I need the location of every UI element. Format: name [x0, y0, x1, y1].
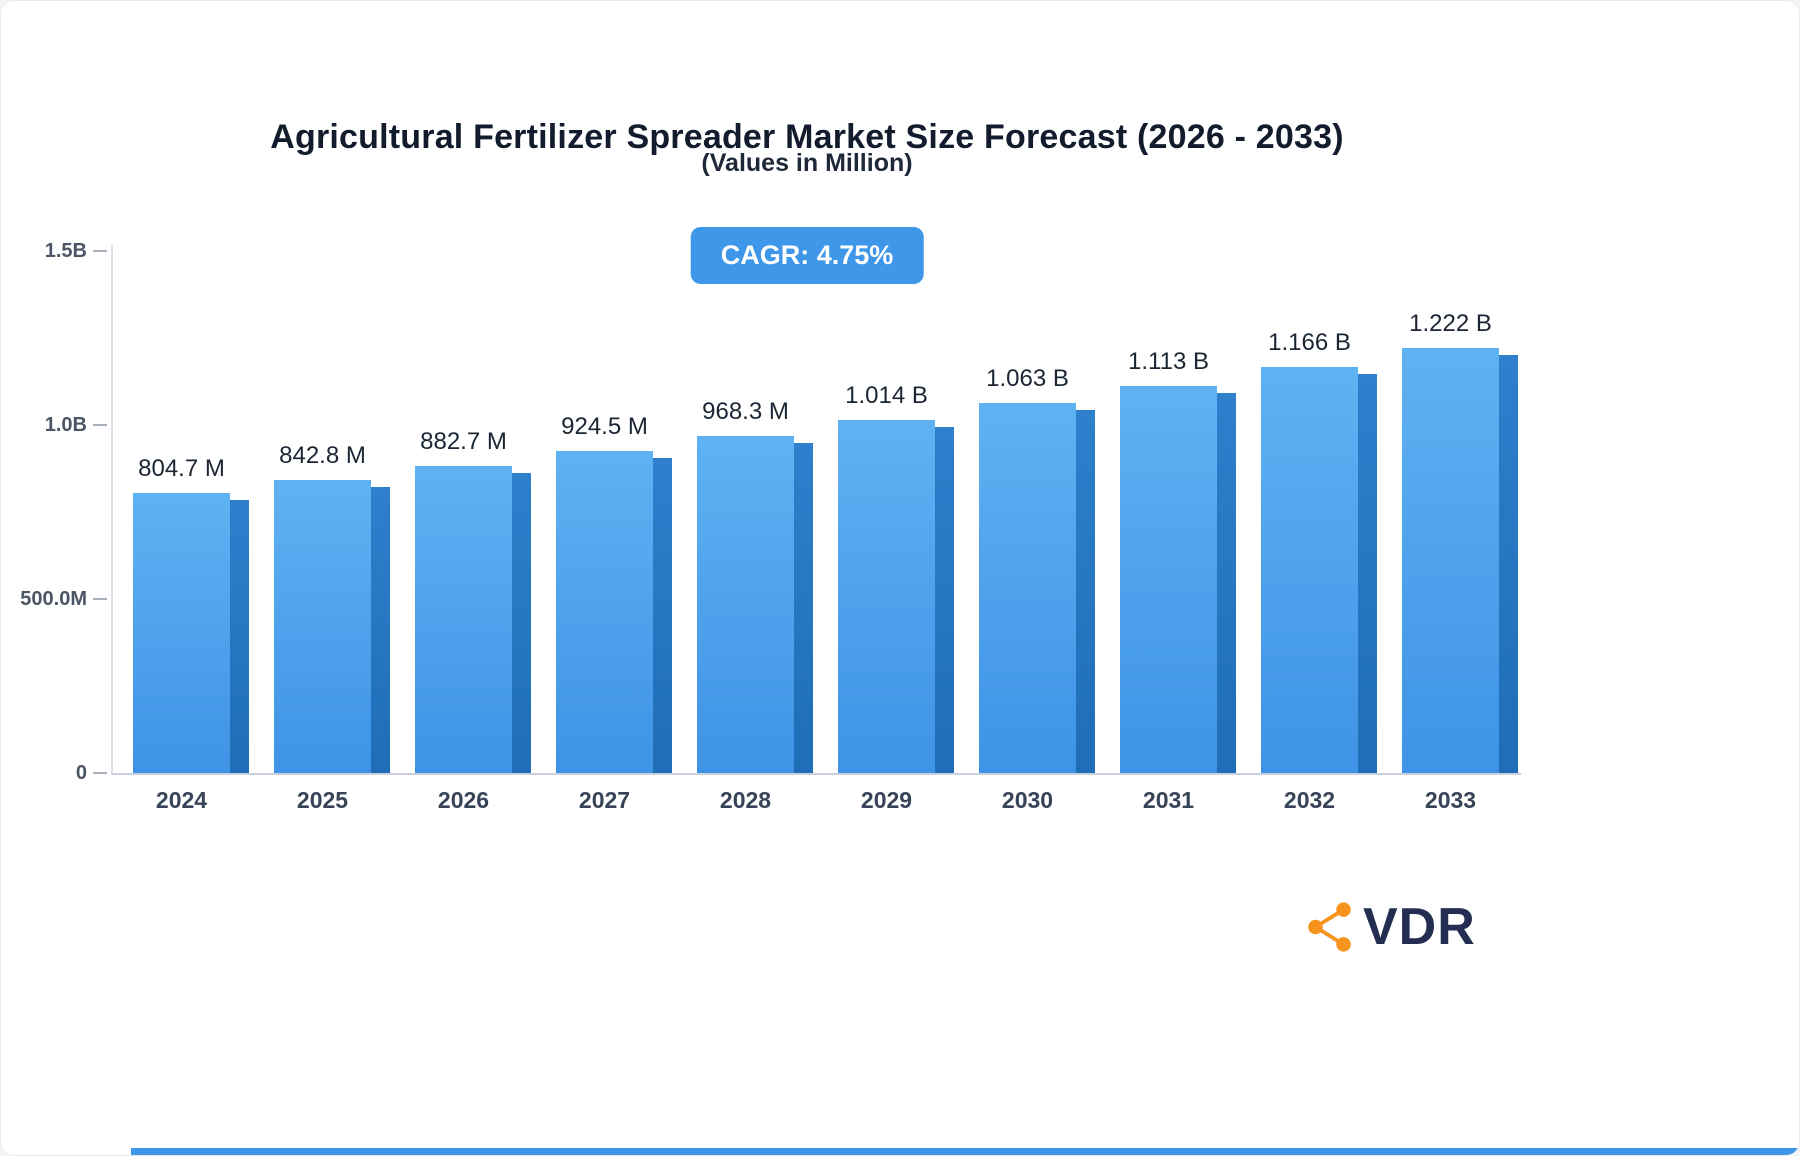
network-nodes-icon	[1308, 902, 1351, 952]
bar-side	[1499, 355, 1518, 773]
bar-side	[794, 443, 813, 773]
bar-side	[1217, 393, 1236, 773]
bar-front	[979, 403, 1076, 773]
bar-value-label: 1.222 B	[1409, 310, 1492, 337]
y-tick-mark	[93, 598, 107, 600]
bar-side	[1076, 410, 1095, 773]
bar-value-label: 842.8 M	[279, 442, 366, 469]
bar-value-label: 882.7 M	[420, 428, 507, 455]
bar-side	[1358, 374, 1377, 773]
bar-front	[556, 451, 653, 773]
bar-side	[653, 458, 672, 773]
bar-front	[415, 466, 512, 773]
bar-side	[935, 427, 954, 773]
y-tick-mark	[93, 772, 107, 774]
x-axis-label: 2030	[1001, 787, 1054, 813]
bar-front	[697, 436, 794, 773]
y-tick-mark	[93, 250, 107, 252]
bar-front	[838, 420, 935, 773]
y-tick-label: 0	[75, 762, 87, 784]
x-axis-label: 2025	[296, 787, 349, 813]
x-axis-label: 2027	[578, 787, 631, 813]
x-axis-label: 2032	[1283, 787, 1336, 813]
x-axis-label: 2028	[719, 787, 772, 813]
bar-front	[1261, 367, 1358, 773]
y-tick-mark	[93, 424, 107, 426]
bottom-accent-line	[131, 1148, 1799, 1155]
vdr-logo-text: VDR	[1363, 898, 1476, 956]
cagr-badge: CAGR: 4.75%	[690, 227, 924, 284]
x-axis-label: 2033	[1424, 787, 1477, 813]
x-axis-label: 2031	[1142, 787, 1195, 813]
chart-subtitle: (Values in Million)	[701, 149, 913, 177]
y-tick-label: 500.0M	[20, 588, 87, 610]
bar-value-label: 968.3 M	[702, 398, 789, 425]
bar-side	[512, 473, 531, 773]
bar-front	[274, 480, 371, 773]
vdr-logo: VDR	[1301, 897, 1476, 957]
x-axis-label: 2029	[860, 787, 913, 813]
bar-side	[371, 487, 390, 773]
chart-title: Agricultural Fertilizer Spreader Market …	[270, 117, 1344, 156]
bar-value-label: 1.014 B	[845, 382, 928, 409]
bar-front	[1120, 386, 1217, 773]
y-tick-label: 1.0B	[44, 414, 87, 436]
bar-side	[230, 500, 249, 773]
bar-front	[133, 493, 230, 773]
bar-front	[1402, 348, 1499, 773]
x-axis-label: 2026	[437, 787, 490, 813]
bar-value-label: 1.166 B	[1268, 329, 1351, 356]
y-axis-line	[111, 245, 113, 773]
x-axis-line	[111, 773, 1521, 775]
y-tick-label: 1.5B	[44, 240, 87, 262]
x-axis-label: 2024	[155, 787, 208, 813]
bar-value-label: 1.063 B	[986, 365, 1069, 392]
bar-value-label: 924.5 M	[561, 413, 648, 440]
bar-value-label: 804.7 M	[138, 455, 225, 482]
bar-value-label: 1.113 B	[1128, 348, 1209, 375]
